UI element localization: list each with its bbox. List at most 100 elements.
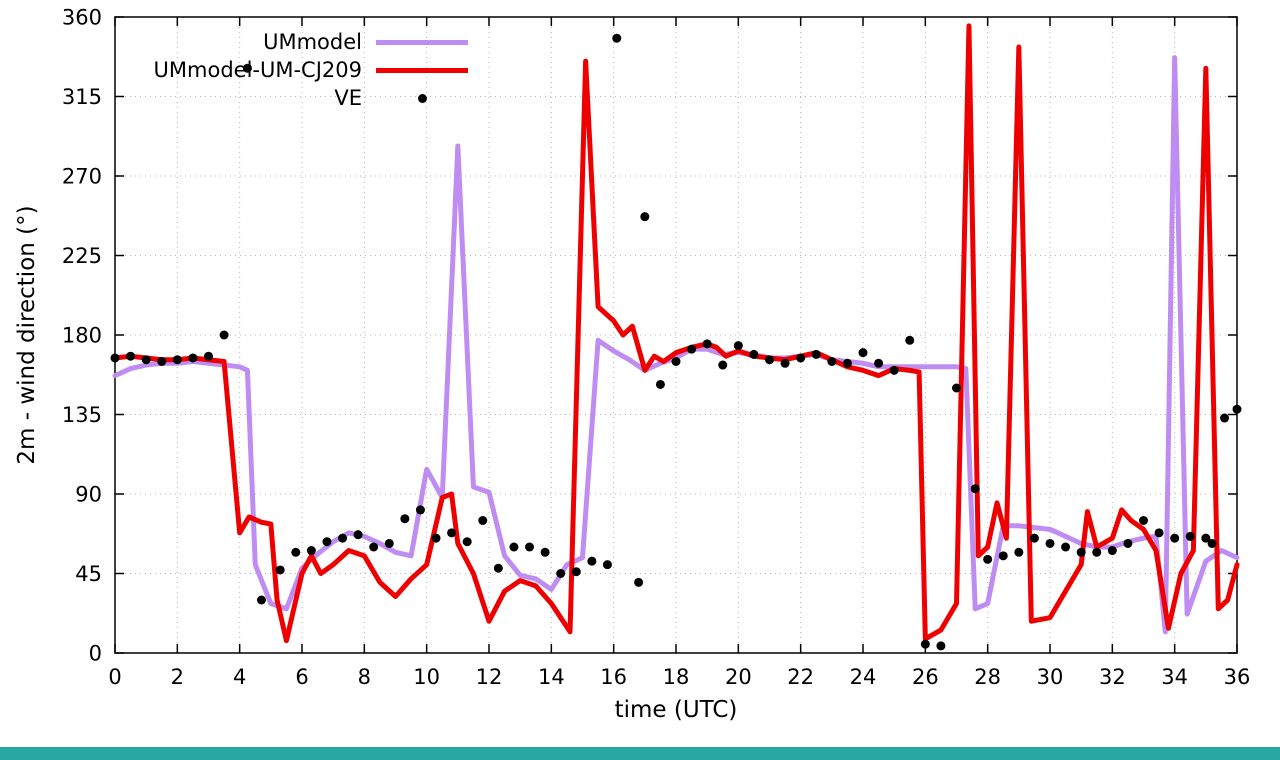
- x-tick-label: 6: [295, 665, 308, 689]
- legend-label: UMmodel: [263, 30, 362, 54]
- scatter-point-VE: [462, 537, 472, 547]
- scatter-point-VE: [936, 641, 946, 651]
- scatter-point-VE: [827, 357, 837, 366]
- y-tick-label: 360: [62, 6, 102, 30]
- scatter-point-VE: [1201, 533, 1211, 543]
- scatter-point-VE: [1045, 538, 1055, 548]
- series-line-UMmodel: [112, 55, 1240, 635]
- legend-item-UMmodel: UMmodel: [122, 28, 470, 56]
- scatter-point-VE: [478, 516, 488, 525]
- scatter-point-VE: [204, 351, 213, 361]
- legend-swatch: [376, 67, 468, 73]
- scatter-point-VE: [540, 547, 550, 557]
- scatter-point-VE: [612, 33, 622, 43]
- x-tick-label: 36: [1224, 665, 1251, 689]
- scatter-point-VE: [796, 353, 806, 363]
- x-tick-label: 16: [600, 665, 627, 689]
- scatter-point-VE: [983, 554, 993, 564]
- x-tick-label: 22: [787, 665, 814, 689]
- x-tick-label: 8: [358, 665, 371, 689]
- legend-line-sample: [374, 39, 470, 45]
- scatter-point-VE: [188, 353, 198, 363]
- x-tick-label: 34: [1161, 665, 1188, 689]
- scatter-point-VE: [602, 560, 612, 570]
- y-tick-label: 180: [62, 324, 102, 348]
- legend-point-sample: [374, 93, 470, 103]
- scatter-point-VE: [718, 360, 728, 370]
- y-tick-label: 270: [62, 165, 102, 189]
- scatter-point-VE: [338, 533, 348, 543]
- scatter-point-VE: [369, 542, 379, 552]
- legend-line-sample: [374, 67, 470, 73]
- scatter-point-VE: [970, 484, 980, 494]
- scatter-point-VE: [733, 341, 743, 351]
- scatter-point-VE: [157, 357, 167, 366]
- y-tick-label: 315: [62, 85, 102, 109]
- scatter-point-VE: [998, 551, 1008, 561]
- scatter-point-VE: [1029, 533, 1039, 543]
- x-tick-label: 0: [108, 665, 121, 689]
- plot-border: [114, 16, 1238, 654]
- x-tick-label: 26: [912, 665, 939, 689]
- scatter-point-VE: [655, 379, 665, 389]
- scatter-point-VE: [447, 528, 457, 538]
- scatter-point-VE: [400, 514, 410, 524]
- scatter-point-VE: [384, 538, 394, 548]
- scatter-point-VE: [256, 595, 266, 605]
- scatter-point-VE: [640, 212, 650, 222]
- legend-item-VE: VE: [122, 84, 470, 112]
- scatter-point-VE: [1154, 528, 1164, 538]
- x-tick-label: 10: [413, 665, 440, 689]
- y-axis-label: 2m - wind direction (°): [14, 205, 40, 465]
- scatter-point-VE: [1185, 531, 1195, 541]
- scatter-point-VE: [306, 546, 316, 556]
- y-tick-label: 225: [62, 244, 102, 268]
- scatter-point-VE: [634, 577, 644, 587]
- scatter-point-VE: [242, 63, 252, 73]
- scatter-point-VE: [1207, 538, 1217, 548]
- scatter-point-VE: [749, 349, 759, 359]
- scatter-point-VE: [811, 349, 821, 359]
- scatter-point-VE: [509, 542, 519, 552]
- scatter-point-VE: [889, 365, 899, 375]
- legend-swatch: [417, 93, 427, 103]
- scatter-point-VE: [141, 355, 151, 365]
- scatter-point-VE: [1076, 547, 1086, 557]
- scatter-point-VE: [920, 639, 930, 649]
- scatter-point-VE: [842, 358, 852, 368]
- legend-label: VE: [334, 86, 362, 110]
- scatter-point-VE: [525, 542, 535, 552]
- scatter-point-VE: [556, 569, 566, 578]
- scatter-point-VE: [1220, 413, 1230, 423]
- scatter-point-VE: [952, 383, 961, 393]
- scatter-point-VE: [275, 565, 285, 575]
- scatter-point-VE: [431, 533, 441, 543]
- x-tick-label: 24: [850, 665, 877, 689]
- scatter-point-VE: [172, 355, 182, 365]
- scatter-point-VE: [905, 335, 915, 345]
- x-tick-label: 18: [663, 665, 690, 689]
- scatter-point-VE: [858, 348, 868, 358]
- legend-item-UMmodel-UM-CJ209: UMmodel-UM-CJ209: [122, 56, 470, 84]
- scatter-point-VE: [1170, 533, 1180, 543]
- legend: UMmodel UMmodel-UM-CJ209 VE: [122, 28, 470, 112]
- scatter-point-VE: [780, 358, 790, 368]
- x-tick-label: 28: [974, 665, 1001, 689]
- x-tick-label: 14: [538, 665, 565, 689]
- scatter-point-VE: [126, 351, 136, 361]
- x-tick-label: 12: [476, 665, 503, 689]
- scatter-point-VE: [587, 556, 597, 566]
- scatter-point-VE: [493, 563, 503, 573]
- scatter-point-VE: [110, 353, 120, 363]
- x-axis-label: time (UTC): [614, 697, 738, 723]
- scatter-point-VE: [1014, 547, 1024, 557]
- scatter-point-VE: [765, 355, 774, 365]
- x-tick-label: 2: [171, 665, 184, 689]
- scatter-point-VE: [1107, 546, 1117, 556]
- x-tick-label: 20: [725, 665, 752, 689]
- scatter-point-VE: [1123, 538, 1133, 548]
- y-tick-label: 0: [89, 642, 102, 666]
- bottom-window-edge: [0, 747, 1280, 760]
